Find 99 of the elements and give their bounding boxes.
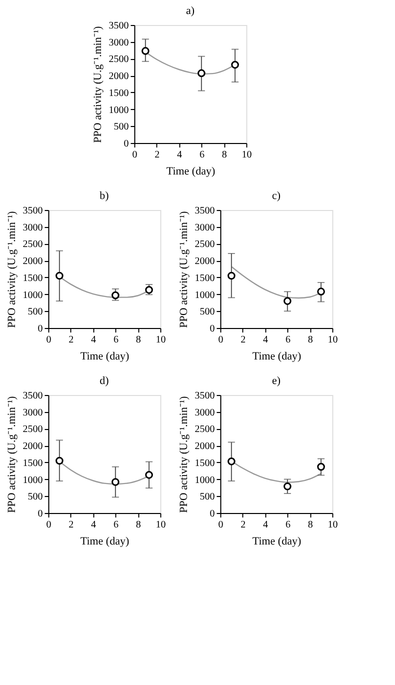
y-axis-title: PPO activity (U.g⁻¹.min⁻¹) bbox=[92, 26, 104, 143]
point bbox=[317, 288, 325, 296]
y-tick-label: 1500 bbox=[194, 272, 215, 284]
y-tick-label: 1500 bbox=[22, 458, 43, 469]
y-tick-label: 1000 bbox=[22, 290, 43, 301]
y-tick-label: 500 bbox=[28, 306, 43, 318]
x-axis-title: Time (day) bbox=[252, 350, 302, 362]
y-axis-title: PPO activity (U.g⁻¹.min⁻¹) bbox=[6, 396, 18, 513]
y-tick-label: 2500 bbox=[108, 54, 129, 66]
y-tick-label: 3500 bbox=[22, 206, 43, 216]
x-tick-label: 0 bbox=[218, 334, 224, 346]
x-tick-label: 0 bbox=[218, 520, 224, 530]
y-axis-title: PPO activity (U.g⁻¹.min⁻¹) bbox=[178, 210, 190, 328]
point bbox=[317, 462, 325, 471]
chart-title: b) bbox=[100, 190, 110, 202]
y-tick-label: 0 bbox=[210, 508, 215, 520]
y-tick-label: 2000 bbox=[194, 256, 215, 268]
y-tick-label: 1500 bbox=[194, 458, 215, 469]
y-tick-label: 0 bbox=[210, 324, 215, 334]
y-tick-label: 1000 bbox=[194, 290, 215, 301]
y-axis-title: PPO activity (U.g⁻¹.min⁻¹) bbox=[178, 396, 190, 513]
y-tick-label: 1000 bbox=[108, 104, 129, 116]
x-tick-label: 10 bbox=[328, 520, 338, 530]
y-tick-label: 500 bbox=[114, 122, 129, 133]
y-tick-label: 500 bbox=[28, 492, 43, 503]
x-tick-label: 2 bbox=[240, 520, 246, 530]
x-tick-label: 4 bbox=[91, 520, 96, 530]
y-tick-label: 2500 bbox=[22, 424, 43, 436]
x-tick-label: 0 bbox=[46, 520, 52, 530]
y-tick-label: 2500 bbox=[194, 239, 215, 250]
y-tick-label: 3500 bbox=[22, 390, 43, 402]
x-tick-label: 0 bbox=[46, 334, 52, 346]
y-tick-label: 3500 bbox=[108, 20, 129, 32]
x-tick-label: 8 bbox=[222, 150, 227, 160]
y-axis-title: PPO activity (U.g⁻¹.min⁻¹) bbox=[6, 210, 18, 328]
y-tick-label: 3000 bbox=[22, 222, 43, 234]
x-tick-label: 6 bbox=[199, 150, 204, 160]
x-tick-label: 10 bbox=[156, 520, 166, 530]
x-tick-label: 2 bbox=[68, 334, 74, 346]
point bbox=[228, 272, 236, 280]
y-tick-label: 0 bbox=[38, 508, 43, 520]
chart-title: d) bbox=[100, 375, 110, 387]
point bbox=[231, 60, 239, 69]
y-tick-label: 500 bbox=[200, 306, 215, 318]
point bbox=[228, 458, 236, 466]
y-tick-label: 3500 bbox=[194, 390, 215, 402]
y-tick-label: 3000 bbox=[194, 407, 215, 418]
point bbox=[112, 291, 120, 300]
x-tick-label: 4 bbox=[263, 334, 268, 346]
x-axis-title: Time (day) bbox=[166, 166, 216, 178]
point bbox=[284, 297, 292, 305]
y-tick-label: 3500 bbox=[194, 206, 215, 216]
point bbox=[56, 272, 64, 280]
x-tick-label: 2 bbox=[68, 520, 74, 530]
chart-title: e) bbox=[272, 375, 281, 387]
x-tick-label: 8 bbox=[308, 334, 313, 346]
point bbox=[198, 69, 206, 78]
y-tick-label: 500 bbox=[200, 492, 215, 503]
y-tick-label: 1500 bbox=[108, 88, 129, 99]
chart-title: c) bbox=[272, 190, 281, 202]
point bbox=[145, 470, 153, 479]
x-axis-title: Time (day) bbox=[80, 350, 130, 362]
y-tick-label: 2500 bbox=[22, 239, 43, 250]
x-axis-title: Time (day) bbox=[80, 536, 130, 548]
y-tick-label: 3000 bbox=[22, 407, 43, 418]
x-tick-label: 6 bbox=[113, 520, 118, 530]
x-tick-label: 6 bbox=[113, 334, 118, 346]
point bbox=[112, 478, 120, 486]
x-tick-label: 4 bbox=[177, 150, 182, 160]
x-tick-label: 8 bbox=[136, 520, 141, 530]
x-tick-label: 0 bbox=[132, 150, 138, 160]
y-tick-label: 2500 bbox=[194, 424, 215, 436]
y-tick-label: 2000 bbox=[22, 256, 43, 268]
y-tick-label: 2000 bbox=[108, 71, 129, 82]
y-tick-label: 2000 bbox=[194, 441, 215, 452]
chart-title: a) bbox=[186, 5, 195, 17]
y-tick-label: 1000 bbox=[194, 474, 215, 486]
x-tick-label: 2 bbox=[154, 150, 160, 160]
y-tick-label: 1000 bbox=[22, 474, 43, 486]
y-tick-label: 3000 bbox=[108, 37, 129, 48]
point bbox=[142, 47, 150, 55]
x-tick-label: 10 bbox=[328, 334, 338, 346]
y-tick-label: 0 bbox=[124, 138, 129, 150]
x-tick-label: 4 bbox=[263, 520, 268, 530]
x-tick-label: 8 bbox=[308, 520, 313, 530]
point bbox=[56, 456, 64, 465]
x-tick-label: 10 bbox=[156, 334, 166, 346]
x-tick-label: 2 bbox=[240, 334, 246, 346]
x-tick-label: 8 bbox=[136, 334, 141, 346]
y-tick-label: 1500 bbox=[22, 272, 43, 284]
x-tick-label: 6 bbox=[285, 334, 290, 346]
y-tick-label: 0 bbox=[38, 324, 43, 334]
x-tick-label: 6 bbox=[285, 520, 290, 530]
point bbox=[284, 482, 292, 490]
y-tick-label: 2000 bbox=[22, 441, 43, 452]
x-tick-label: 10 bbox=[242, 150, 252, 160]
y-tick-label: 3000 bbox=[194, 222, 215, 234]
x-tick-label: 4 bbox=[91, 334, 96, 346]
x-axis-title: Time (day) bbox=[252, 536, 302, 548]
